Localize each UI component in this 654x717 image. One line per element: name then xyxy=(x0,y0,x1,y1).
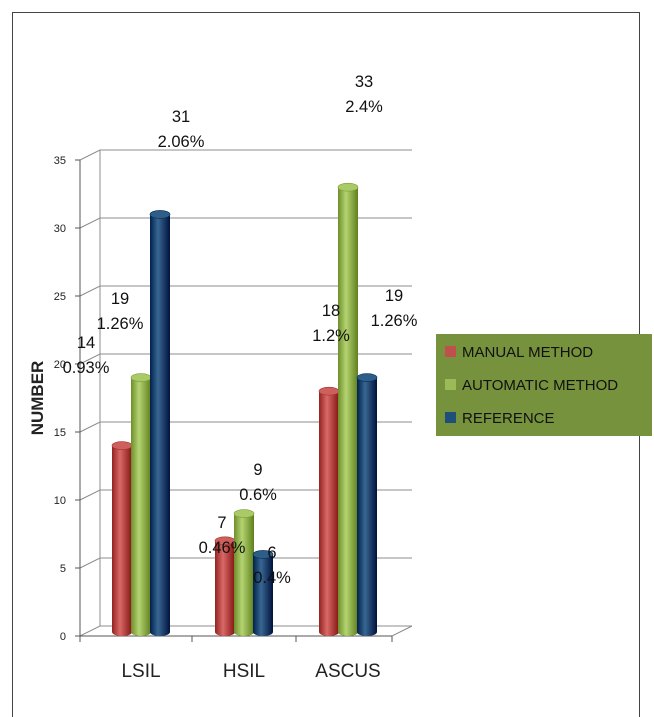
y-axis-label: NUMBER xyxy=(28,361,47,436)
bar-body xyxy=(234,513,254,636)
y-tick-label: 25 xyxy=(54,291,66,303)
data-label-percent: 1.2% xyxy=(312,327,350,345)
data-label-count: 31 xyxy=(172,108,190,126)
y-tick-label: 20 xyxy=(54,359,66,371)
legend-label: REFERENCE xyxy=(462,410,555,427)
bar-cap xyxy=(130,373,152,382)
bar-cap xyxy=(318,386,340,396)
data-label-percent: 0.46% xyxy=(199,539,246,557)
bar-cap xyxy=(252,550,274,559)
data-labels: 14 0.93% 19 1.26% 31 2.06% 7 0.46% 9 0.6% 6 0.4% 18 1… xyxy=(63,73,418,587)
data-label-percent: 1.26% xyxy=(97,315,144,333)
data-label-count: 33 xyxy=(355,73,373,91)
legend-label: MANUAL METHOD xyxy=(462,344,593,361)
gridline xyxy=(79,285,412,297)
data-label-percent: 0.6% xyxy=(239,486,277,504)
bar xyxy=(149,210,171,636)
bar-cap xyxy=(149,210,171,219)
y-tick-label: 10 xyxy=(54,495,66,507)
bar xyxy=(233,509,255,636)
y-tick-label: 30 xyxy=(54,223,66,235)
bar-body xyxy=(150,214,170,636)
bar xyxy=(214,536,236,636)
data-label-percent: 1.26% xyxy=(371,312,418,330)
bar-body xyxy=(131,377,151,636)
bar xyxy=(130,373,152,636)
data-label-percent: 0.4% xyxy=(253,569,291,587)
x-tick-label: HSIL xyxy=(223,661,265,682)
data-label-count: 14 xyxy=(77,334,95,352)
gridline xyxy=(79,149,412,161)
gridline xyxy=(79,217,412,229)
data-label-count: 9 xyxy=(253,461,262,479)
bar-body xyxy=(112,445,132,636)
data-label-count: 6 xyxy=(267,544,276,562)
y-tick-label: 0 xyxy=(60,631,66,643)
bar xyxy=(337,182,359,636)
y-tick-label: 35 xyxy=(54,155,66,167)
bar-cap xyxy=(111,441,133,450)
legend-swatch xyxy=(445,346,456,357)
data-label-percent: 0.93% xyxy=(63,359,110,377)
legend-swatch xyxy=(445,412,456,423)
bar-body xyxy=(319,391,339,636)
gridline xyxy=(79,353,412,365)
legend-swatch xyxy=(445,379,456,390)
bar xyxy=(318,386,340,636)
bar-body xyxy=(338,187,358,636)
bars xyxy=(111,182,378,636)
x-tick-label: ASCUS xyxy=(315,661,380,682)
y-tick-label: 5 xyxy=(60,563,66,575)
axes: 0 5 10 15 20 25 30 35 LSIL HSIL ASCUS NUMBER xyxy=(28,150,393,682)
bar xyxy=(111,441,133,636)
legend: MANUAL METHOD AUTOMATIC METHOD REFERENCE xyxy=(436,334,652,436)
data-label-count: 7 xyxy=(217,514,226,532)
bar-body xyxy=(215,540,235,636)
data-label-count: 19 xyxy=(385,287,403,305)
bar xyxy=(356,373,378,636)
legend-label: AUTOMATIC METHOD xyxy=(462,377,618,394)
data-label-percent: 2.4% xyxy=(345,98,383,116)
y-tick-label: 15 xyxy=(54,427,66,439)
bar-body xyxy=(357,377,377,636)
bar-cap xyxy=(356,373,378,382)
x-tick-label: LSIL xyxy=(121,661,160,682)
data-label-count: 19 xyxy=(111,290,129,308)
bar-cap xyxy=(233,509,255,518)
bar xyxy=(252,550,274,636)
data-label-percent: 2.06% xyxy=(158,133,205,151)
legend-box xyxy=(436,334,652,436)
data-label-count: 18 xyxy=(322,302,340,320)
bar-cap xyxy=(337,182,359,192)
bar-body xyxy=(253,554,273,636)
